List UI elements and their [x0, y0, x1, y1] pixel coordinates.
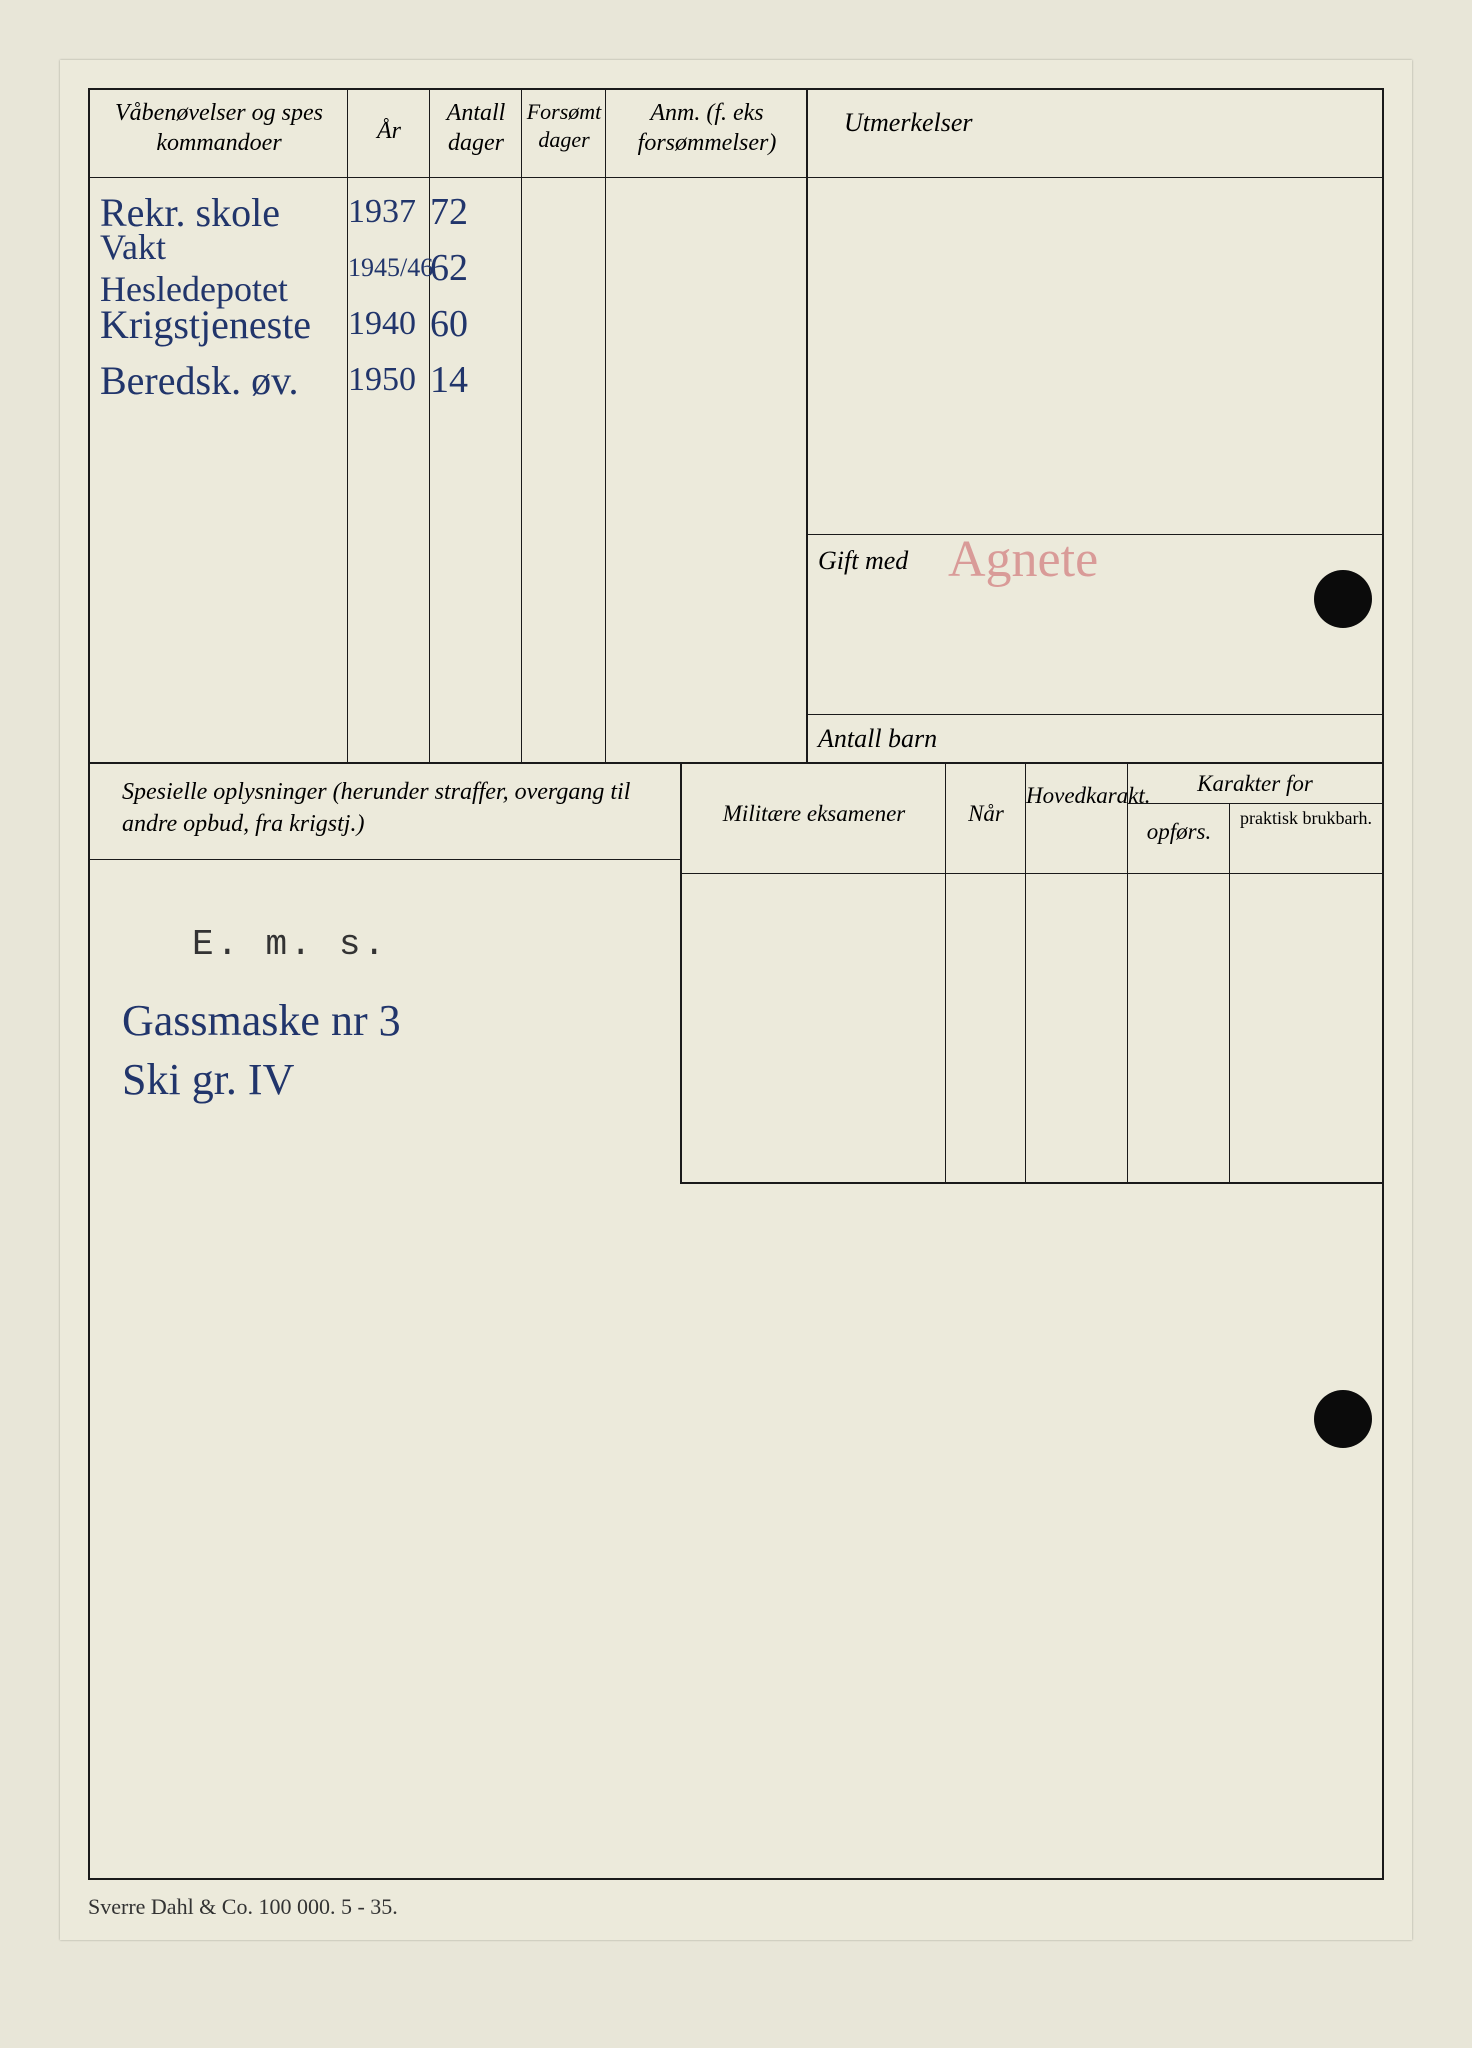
- exercise-year: 1940: [348, 296, 430, 352]
- military-header: Militære eksamener Når Hovedkarakt. Kara…: [682, 764, 1382, 874]
- header-mainmark: Hovedkarakt.: [1026, 782, 1128, 810]
- header-year: År: [348, 116, 430, 146]
- children-label: Antall barn: [818, 724, 937, 754]
- exercises-rows: Rekr. skole 1937 72 Vakt Hesledepotet 19…: [90, 178, 806, 762]
- exercise-row: Beredsk. øv. 1950 14: [90, 352, 806, 408]
- married-label: Gift med: [818, 546, 908, 576]
- punch-hole: [1314, 1390, 1372, 1448]
- exercise-days: 72: [430, 184, 522, 240]
- married-value: Agnete: [948, 530, 1098, 589]
- header-conduct: opførs.: [1128, 818, 1230, 846]
- exercises-header: Våbenøvelser og spes kommandoer År Antal…: [90, 90, 806, 178]
- distinctions-panel: Utmerkelser Gift med Agnete Antall barn: [808, 90, 1382, 764]
- special-typed: E. m. s.: [192, 924, 670, 965]
- distinctions-label: Utmerkelser: [844, 108, 973, 138]
- exercise-days: 14: [430, 352, 522, 408]
- exercise-year: 1937: [348, 184, 430, 240]
- exercise-days: 60: [430, 296, 522, 352]
- header-when: Når: [946, 800, 1026, 828]
- header-exercises: Våbenøvelser og spes kommandoer: [90, 98, 348, 158]
- special-info-body: E. m. s. Gassmaske nr 3 Ski gr. IV: [122, 924, 670, 1113]
- record-card: Våbenøvelser og spes kommandoer År Antal…: [60, 60, 1412, 1940]
- header-absent: Forsømt dager: [522, 98, 606, 153]
- special-info-header: Spesielle oplysninger (herunder straffer…: [90, 764, 680, 860]
- header-markgroup: Karakter for: [1128, 770, 1382, 798]
- special-line: Ski gr. IV: [122, 1054, 670, 1105]
- divider: [808, 714, 1382, 715]
- exercise-days: 62: [430, 240, 522, 296]
- header-days: Antall dager: [430, 98, 522, 158]
- printer-footer: Sverre Dahl & Co. 100 000. 5 - 35.: [88, 1894, 398, 1920]
- exercises-table: Våbenøvelser og spes kommandoer År Antal…: [90, 90, 808, 764]
- exercise-year: 1945/46: [348, 240, 430, 296]
- military-exams-table: Militære eksamener Når Hovedkarakt. Kara…: [680, 764, 1382, 1184]
- header-note: Anm. (f. eks forsømmelser): [606, 98, 808, 158]
- special-line: Gassmaske nr 3: [122, 995, 670, 1046]
- header-exams: Militære eksamener: [682, 800, 946, 828]
- exercise-row: Vakt Hesledepotet 1945/46 62: [90, 240, 806, 296]
- exercise-row: Krigstjeneste 1940 60: [90, 296, 806, 352]
- special-info-panel: Spesielle oplysninger (herunder straffer…: [90, 764, 680, 1878]
- distinctions-header: Utmerkelser: [808, 90, 1382, 178]
- header-practical: praktisk brukbarh.: [1230, 808, 1382, 830]
- exercise-name: Vakt Hesledepotet: [100, 240, 344, 296]
- punch-hole: [1314, 570, 1372, 628]
- exercise-name: Krigstjeneste: [100, 296, 344, 352]
- exercise-name: Beredsk. øv.: [100, 352, 344, 408]
- exercise-year: 1950: [348, 352, 430, 408]
- card-border: Våbenøvelser og spes kommandoer År Antal…: [88, 88, 1384, 1880]
